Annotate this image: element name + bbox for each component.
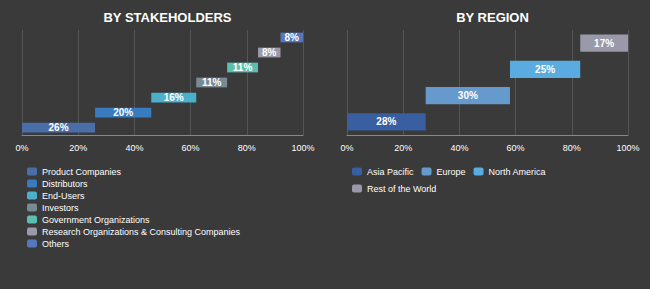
svg-text:Asia Pacific: Asia Pacific: [367, 167, 414, 177]
svg-text:End-Users: End-Users: [42, 191, 85, 201]
svg-text:North America: North America: [489, 167, 546, 177]
svg-text:11%: 11%: [233, 62, 253, 73]
svg-text:Rest of the World: Rest of the World: [367, 184, 436, 194]
svg-text:80%: 80%: [238, 143, 256, 153]
svg-text:60%: 60%: [182, 143, 200, 153]
svg-text:60%: 60%: [507, 143, 525, 153]
svg-text:Product Companies: Product Companies: [42, 167, 122, 177]
svg-text:Europe: Europe: [437, 167, 466, 177]
svg-text:16%: 16%: [164, 92, 184, 103]
svg-text:8%: 8%: [285, 32, 300, 43]
svg-text:17%: 17%: [594, 38, 614, 49]
svg-text:100%: 100%: [291, 143, 314, 153]
svg-text:80%: 80%: [563, 143, 581, 153]
svg-text:26%: 26%: [49, 122, 69, 133]
svg-text:40%: 40%: [125, 143, 143, 153]
svg-text:0%: 0%: [340, 143, 353, 153]
svg-text:11%: 11%: [202, 77, 222, 88]
svg-text:25%: 25%: [535, 64, 555, 75]
svg-text:20%: 20%: [113, 107, 133, 118]
svg-text:20%: 20%: [69, 143, 87, 153]
svg-text:BY STAKEHOLDERS: BY STAKEHOLDERS: [103, 10, 231, 25]
svg-text:BY REGION: BY REGION: [456, 10, 529, 25]
svg-text:0%: 0%: [15, 143, 28, 153]
svg-text:8%: 8%: [262, 47, 277, 58]
svg-text:Others: Others: [42, 239, 70, 249]
svg-text:20%: 20%: [394, 143, 412, 153]
svg-text:100%: 100%: [616, 143, 639, 153]
svg-text:Investors: Investors: [42, 203, 79, 213]
svg-text:30%: 30%: [458, 90, 478, 101]
svg-text:28%: 28%: [376, 116, 396, 127]
svg-text:Research Organizations & Consu: Research Organizations & Consulting Comp…: [42, 227, 241, 237]
svg-text:40%: 40%: [450, 143, 468, 153]
svg-text:Government Organizations: Government Organizations: [42, 215, 150, 225]
svg-text:Distributors: Distributors: [42, 179, 88, 189]
